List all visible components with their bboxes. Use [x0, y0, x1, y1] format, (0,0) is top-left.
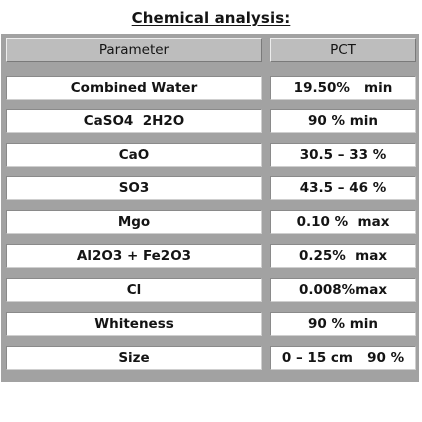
- parameter-cell: Cl: [6, 278, 262, 302]
- chemical-analysis-table: Parameter PCT Combined Water 19.50% min …: [1, 34, 419, 382]
- pct-cell: 90 % min: [270, 312, 416, 336]
- pct-cell: 19.50% min: [270, 76, 416, 100]
- parameter-cell: Mgo: [6, 210, 262, 234]
- pct-cell: 0 – 15 cm 90 %: [270, 346, 416, 370]
- table-row: CaSO4 2H2O 90 % min: [4, 109, 416, 135]
- parameter-cell: Whiteness: [6, 312, 262, 336]
- table-row: Al2O3 + Fe2O3 0.25% max: [4, 244, 416, 270]
- table-row: CaO 30.5 – 33 %: [4, 143, 416, 169]
- parameter-cell: SO3: [6, 176, 262, 200]
- table-row: Cl 0.008%max: [4, 278, 416, 304]
- pct-cell: 43.5 – 46 %: [270, 176, 416, 200]
- pct-cell: 0.25% max: [270, 244, 416, 268]
- parameter-cell: CaO: [6, 143, 262, 167]
- table-row: SO3 43.5 – 46 %: [4, 176, 416, 202]
- pct-cell: 0.10 % max: [270, 210, 416, 234]
- table-row: Mgo 0.10 % max: [4, 210, 416, 236]
- table-row: Size 0 – 15 cm 90 %: [4, 346, 416, 372]
- header-pct: PCT: [270, 38, 416, 62]
- parameter-cell: CaSO4 2H2O: [6, 109, 262, 133]
- pct-cell: 90 % min: [270, 109, 416, 133]
- pct-cell: 30.5 – 33 %: [270, 143, 416, 167]
- parameter-cell: Combined Water: [6, 76, 262, 100]
- document-title: Chemical analysis:: [131, 9, 291, 27]
- parameter-cell: Al2O3 + Fe2O3: [6, 244, 262, 268]
- header-parameter: Parameter: [6, 38, 262, 62]
- table-row: Whiteness 90 % min: [4, 312, 416, 338]
- table-header-row: Parameter PCT: [4, 38, 416, 64]
- table-row: Combined Water 19.50% min: [4, 76, 416, 102]
- parameter-cell: Size: [6, 346, 262, 370]
- pct-cell: 0.008%max: [270, 278, 416, 302]
